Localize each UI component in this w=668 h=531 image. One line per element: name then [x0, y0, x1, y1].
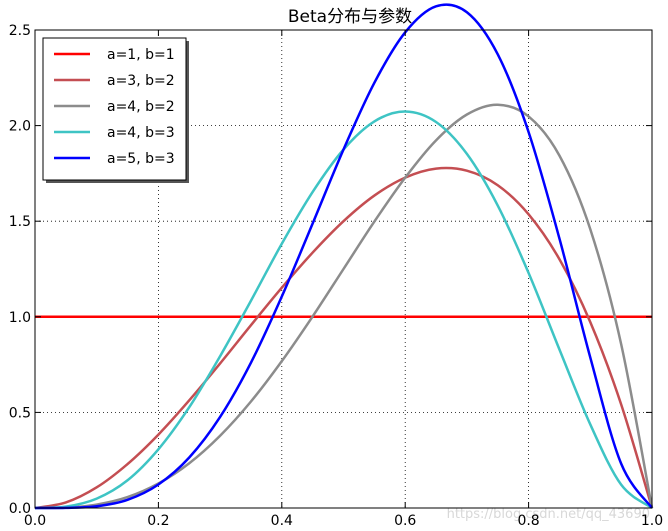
axis-ticks: 0.0 0.2 0.4 0.6 0.8 1.0 0.0 0.5 1.0 1.5 2.0 2.5: [9, 23, 663, 529]
legend-box: [42, 37, 187, 181]
watermark: https://blog.csdn.net/qq_43690: [447, 507, 650, 522]
x-tick-label: 1.0: [641, 513, 663, 529]
series-line-3: [34, 103, 654, 510]
legend-label: a=4, b=3: [107, 125, 175, 141]
series-line-4: [34, 110, 653, 510]
legend-label: a=4, b=2: [107, 99, 175, 115]
y-tick-label: 1.0: [9, 310, 31, 326]
legend-label: a=5, b=3: [107, 151, 175, 167]
legend: a=1, b=1 a=3, b=2 a=4, b=2 a=4, b=3 a=5, b=3: [42, 37, 189, 183]
y-tick-label: 2.0: [9, 119, 31, 135]
x-tick-label: 0.4: [271, 513, 293, 529]
x-tick-label: 0.6: [394, 513, 416, 529]
plot-frame: [34, 29, 653, 509]
legend-label: a=1, b=1: [107, 47, 175, 63]
series-lines: [34, 3, 654, 510]
watermark-text: https://blog.csdn.net/qq_43690: [447, 507, 650, 522]
x-tick-label: 0.0: [24, 513, 46, 529]
series-line-5: [34, 3, 654, 510]
y-tick-label: 1.5: [9, 214, 31, 230]
y-tick-label: 0.5: [9, 405, 31, 421]
series-line-2: [34, 166, 654, 510]
x-tick-label: 0.2: [147, 513, 169, 529]
y-tick-label: 0.0: [9, 501, 31, 517]
y-tick-label: 2.5: [9, 23, 31, 39]
x-tick-label: 0.8: [517, 513, 539, 529]
legend-label: a=3, b=2: [107, 73, 175, 89]
chart-title: Beta分布与参数: [288, 7, 412, 27]
